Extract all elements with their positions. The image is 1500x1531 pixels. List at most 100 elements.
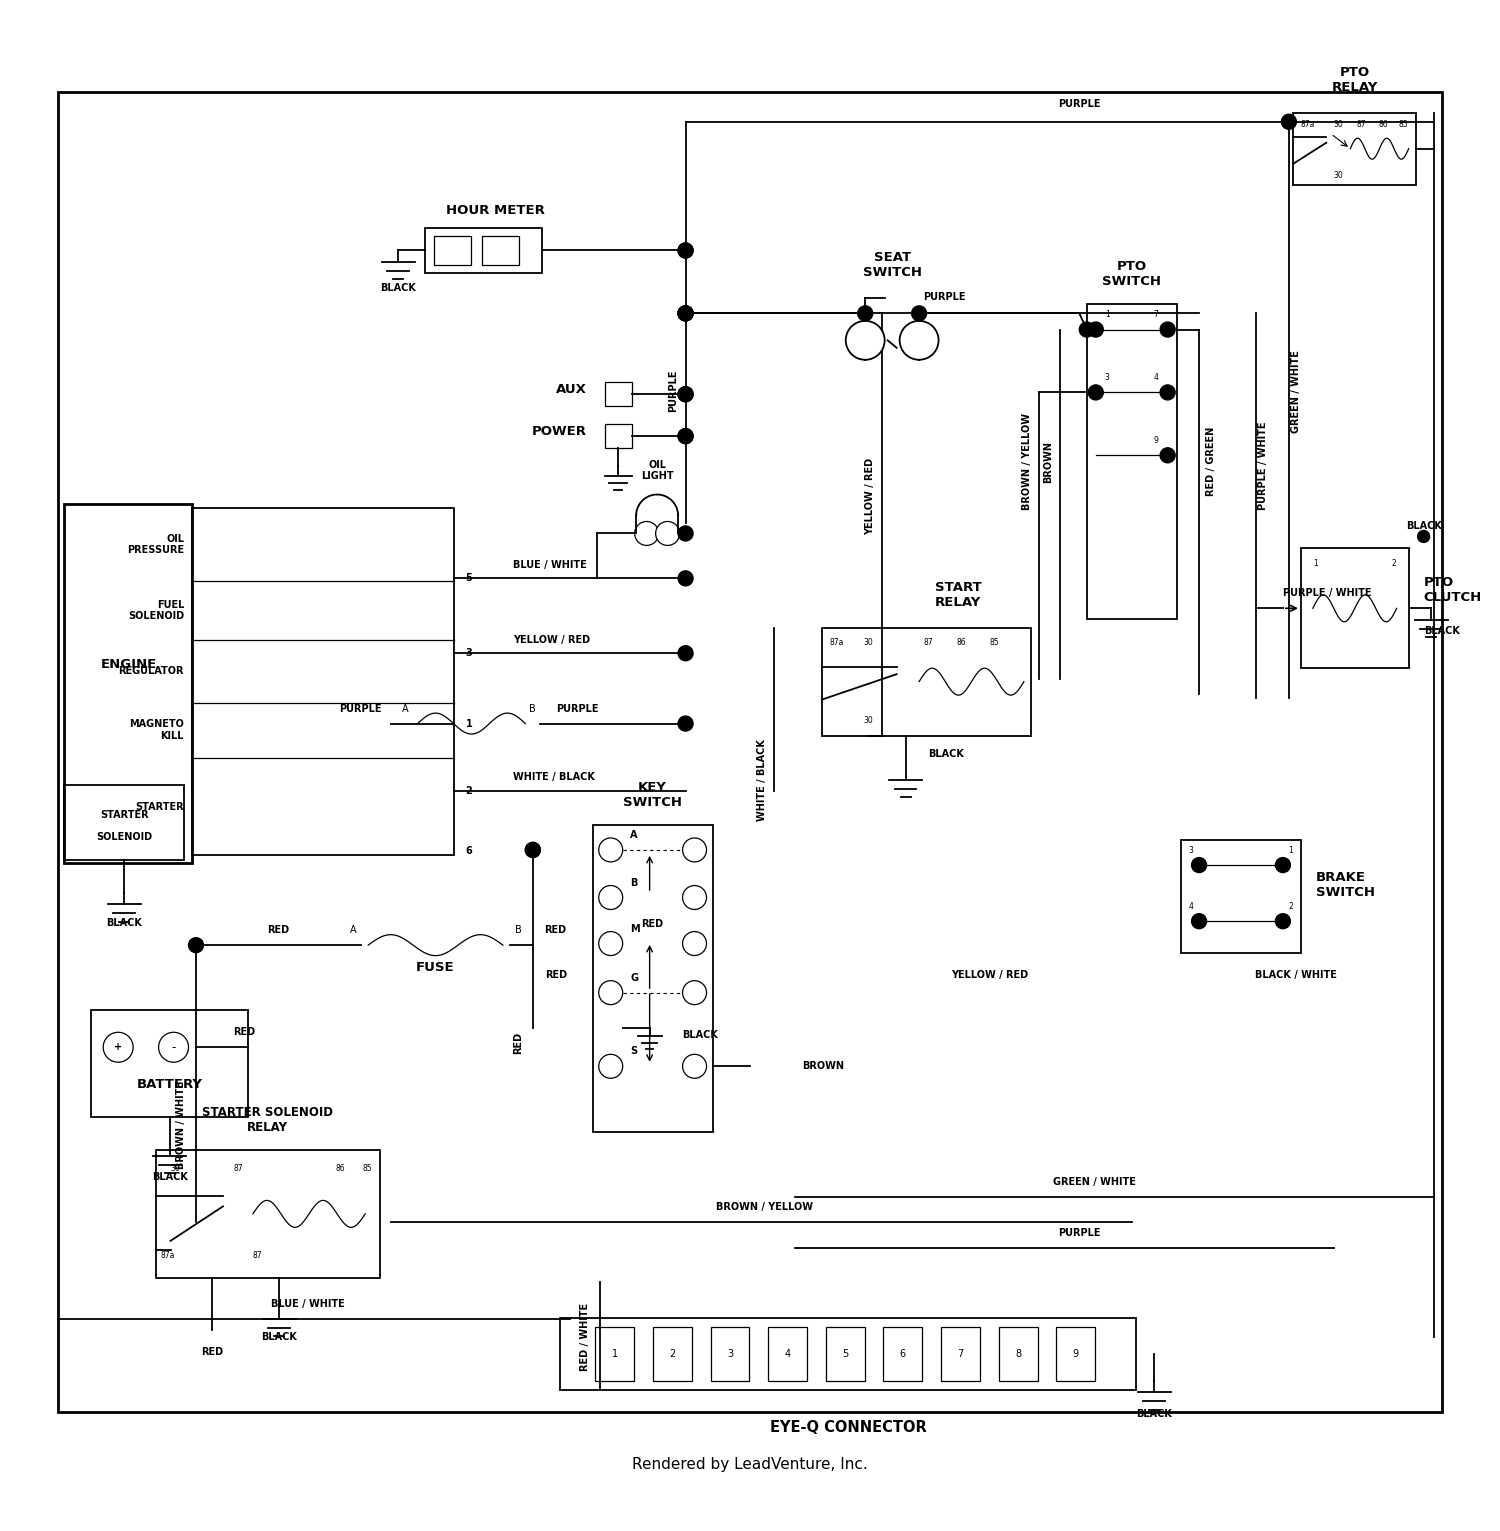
Text: 7: 7: [1154, 311, 1158, 318]
Text: RED / WHITE: RED / WHITE: [580, 1303, 591, 1372]
Text: 3: 3: [1188, 845, 1194, 854]
Text: A: A: [402, 704, 410, 713]
Text: +: +: [114, 1043, 122, 1052]
Circle shape: [678, 306, 693, 322]
Text: RED: RED: [544, 925, 567, 935]
Circle shape: [598, 981, 622, 1004]
Text: BLACK: BLACK: [1424, 626, 1460, 635]
Text: BLACK: BLACK: [1406, 521, 1441, 531]
Bar: [999, 1327, 1038, 1381]
Text: 85: 85: [1398, 121, 1408, 129]
Text: GREEN / WHITE: GREEN / WHITE: [1292, 349, 1302, 433]
Text: PURPLE: PURPLE: [339, 704, 382, 713]
Text: 30: 30: [1334, 121, 1344, 129]
Text: BLACK: BLACK: [152, 1173, 188, 1182]
Bar: [1300, 548, 1408, 668]
Text: 1: 1: [612, 1349, 618, 1360]
Text: YELLOW / RED: YELLOW / RED: [513, 635, 591, 645]
Circle shape: [912, 306, 927, 322]
Text: 86: 86: [1378, 121, 1389, 129]
Text: 87: 87: [254, 1251, 262, 1260]
Text: BROWN: BROWN: [1042, 441, 1053, 482]
Text: B: B: [530, 704, 536, 713]
Circle shape: [678, 429, 693, 444]
Circle shape: [1160, 322, 1174, 337]
Text: 87: 87: [234, 1164, 243, 1173]
Circle shape: [678, 429, 693, 444]
Text: OIL
PRESSURE: OIL PRESSURE: [128, 534, 184, 556]
Text: 6: 6: [465, 845, 472, 856]
Circle shape: [598, 837, 622, 862]
Circle shape: [1089, 384, 1104, 400]
Text: KEY
SWITCH: KEY SWITCH: [622, 781, 682, 810]
Bar: [596, 1327, 634, 1381]
Bar: [604, 383, 631, 406]
Text: 30: 30: [171, 1164, 180, 1173]
Text: 4: 4: [784, 1349, 790, 1360]
Circle shape: [598, 931, 622, 955]
Circle shape: [678, 646, 693, 661]
Circle shape: [678, 527, 693, 540]
Text: HOUR METER: HOUR METER: [446, 204, 544, 216]
Text: YELLOW / RED: YELLOW / RED: [951, 971, 1028, 980]
Bar: [652, 1327, 692, 1381]
Text: 3: 3: [1104, 374, 1110, 381]
Text: B: B: [514, 925, 522, 935]
Text: BROWN / WHITE: BROWN / WHITE: [176, 1081, 186, 1168]
Bar: [192, 508, 453, 856]
Text: 1: 1: [1288, 845, 1293, 854]
Circle shape: [656, 522, 680, 545]
Text: PURPLE: PURPLE: [556, 704, 598, 713]
Text: BROWN / YELLOW: BROWN / YELLOW: [717, 1202, 813, 1213]
Circle shape: [900, 322, 939, 360]
Text: YELLOW / RED: YELLOW / RED: [864, 458, 874, 534]
Text: 3: 3: [465, 648, 472, 658]
Text: 85: 85: [990, 638, 999, 648]
Circle shape: [678, 306, 693, 322]
Text: RED: RED: [544, 971, 567, 980]
Text: BLACK: BLACK: [928, 749, 964, 758]
Bar: [424, 228, 542, 273]
Circle shape: [598, 885, 622, 909]
Text: 30: 30: [1334, 171, 1344, 181]
Text: STARTER SOLENOID
RELAY: STARTER SOLENOID RELAY: [202, 1107, 333, 1134]
Text: REGULATOR: REGULATOR: [118, 666, 184, 677]
Circle shape: [682, 885, 706, 909]
Text: GREEN / WHITE: GREEN / WHITE: [1053, 1177, 1136, 1187]
Text: WHITE / BLACK: WHITE / BLACK: [513, 773, 596, 782]
Circle shape: [598, 1055, 622, 1078]
Circle shape: [634, 522, 658, 545]
Text: 87a: 87a: [1300, 121, 1316, 129]
Text: M: M: [630, 923, 640, 934]
Text: BROWN: BROWN: [802, 1061, 844, 1072]
Bar: [822, 628, 1032, 735]
Circle shape: [682, 837, 706, 862]
Text: BLACK / WHITE: BLACK / WHITE: [1256, 971, 1338, 980]
Text: 87: 87: [924, 638, 933, 648]
Bar: [1088, 305, 1176, 619]
Text: 1: 1: [1312, 559, 1317, 568]
Text: Rendered by LeadVenture, Inc.: Rendered by LeadVenture, Inc.: [632, 1458, 868, 1473]
Circle shape: [682, 981, 706, 1004]
Circle shape: [1191, 914, 1206, 929]
Bar: [92, 1009, 249, 1118]
Text: PURPLE: PURPLE: [1058, 1228, 1101, 1237]
Text: AUX: AUX: [556, 383, 586, 397]
Text: G: G: [630, 972, 638, 983]
Text: RED / GREEN: RED / GREEN: [1206, 427, 1216, 496]
Circle shape: [1191, 857, 1206, 873]
Text: S: S: [630, 1046, 638, 1056]
Text: ENGINE: ENGINE: [100, 658, 158, 671]
Text: 87a: 87a: [160, 1251, 174, 1260]
Circle shape: [189, 937, 204, 952]
Text: POWER: POWER: [532, 426, 586, 438]
Text: 2: 2: [1288, 902, 1293, 911]
Text: 5: 5: [842, 1349, 849, 1360]
Text: BLACK: BLACK: [380, 283, 416, 292]
Text: BLUE / WHITE: BLUE / WHITE: [272, 1300, 345, 1309]
Text: 7: 7: [957, 1349, 963, 1360]
Text: MAGNETO
KILL: MAGNETO KILL: [129, 720, 184, 741]
Text: B: B: [630, 877, 638, 888]
Text: PURPLE: PURPLE: [1058, 100, 1101, 109]
Text: RED: RED: [513, 1032, 523, 1053]
